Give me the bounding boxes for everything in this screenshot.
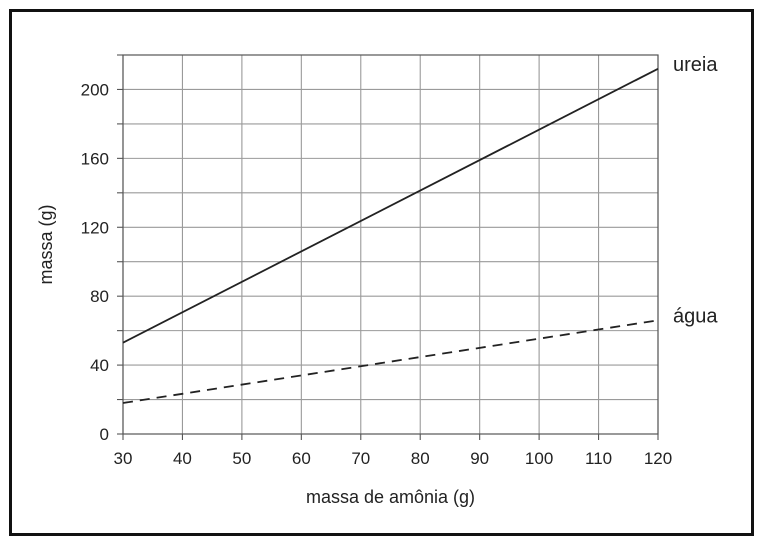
series-line-água <box>122 319 659 404</box>
x-tick-label: 40 <box>173 449 192 468</box>
plot-border <box>122 54 659 435</box>
x-tick-label: 50 <box>232 449 251 468</box>
y-tick-label: 200 <box>81 80 109 99</box>
y-axis: 0 40 80 120 160 200 <box>81 54 123 444</box>
series-label: água <box>673 305 718 327</box>
grid <box>122 54 659 435</box>
x-tick-label: 70 <box>351 449 370 468</box>
y-axis-label: massa (g) <box>36 204 56 284</box>
series-label: ureia <box>673 54 718 76</box>
series-line-ureia <box>122 67 659 344</box>
chart-frame <box>9 9 754 536</box>
y-tick-label: 120 <box>81 218 109 237</box>
x-axis: 30 40 50 60 70 80 90 100 110 120 <box>114 434 672 468</box>
y-tick-label: 160 <box>81 149 109 168</box>
x-tick-label: 120 <box>644 449 672 468</box>
y-tick-label: 40 <box>90 356 109 375</box>
x-tick-label: 110 <box>585 449 612 468</box>
x-tick-label: 60 <box>292 449 311 468</box>
y-tick-label: 0 <box>100 425 109 444</box>
x-tick-label: 100 <box>525 449 553 468</box>
series-lines: ureia água <box>122 54 718 404</box>
x-tick-label: 90 <box>470 449 489 468</box>
x-axis-label: massa de amônia (g) <box>306 487 475 507</box>
y-tick-label: 80 <box>90 287 109 306</box>
x-tick-label: 30 <box>114 449 133 468</box>
x-tick-label: 80 <box>411 449 430 468</box>
